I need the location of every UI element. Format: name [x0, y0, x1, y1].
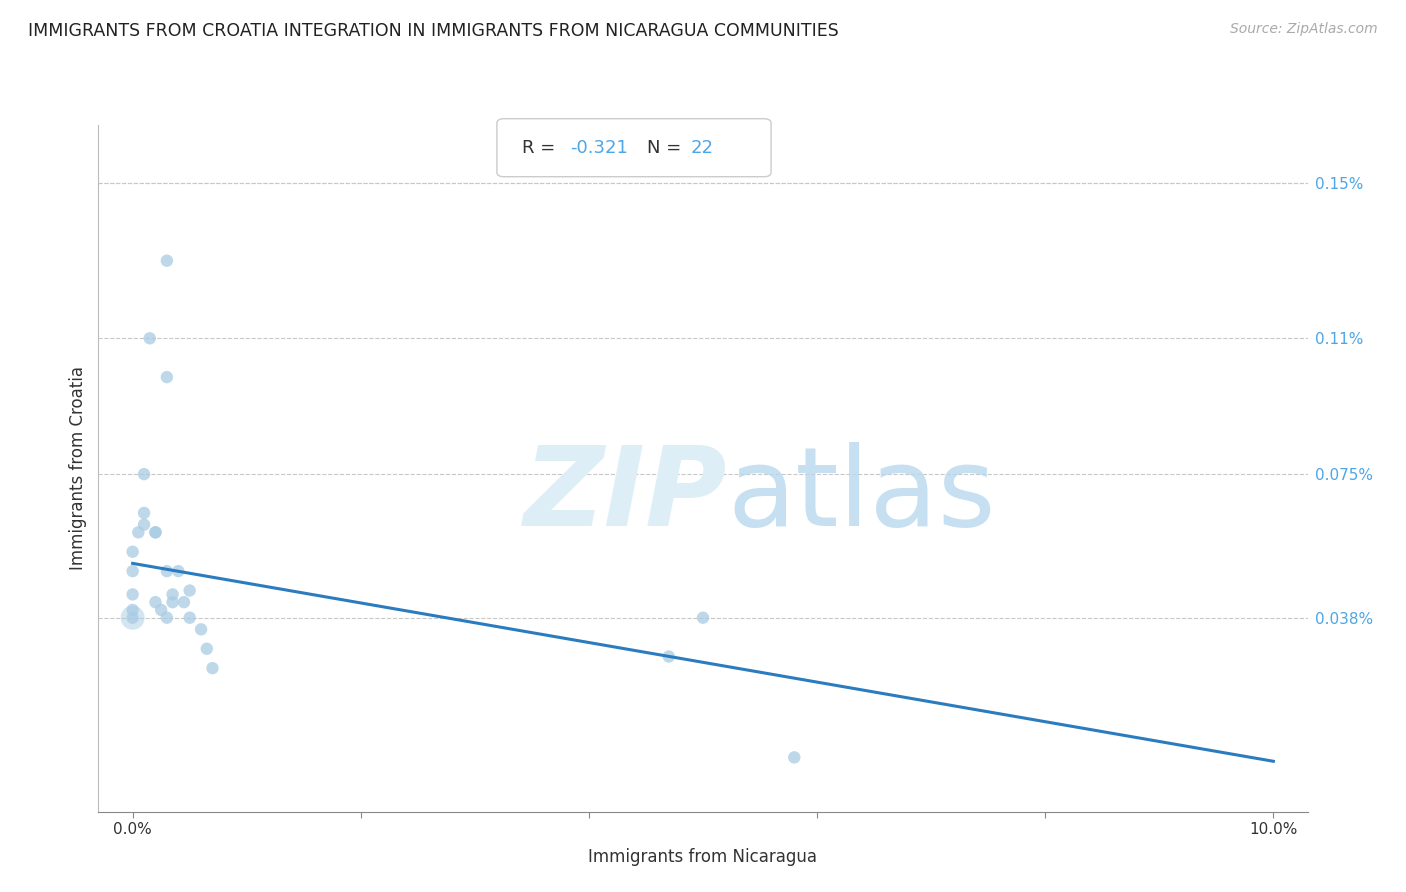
Point	[179, 610, 201, 624]
Text: -0.321: -0.321	[569, 139, 628, 157]
Point	[132, 517, 155, 532]
Text: 22: 22	[690, 139, 714, 157]
Point	[201, 661, 224, 675]
Point	[150, 603, 173, 617]
Point	[121, 610, 143, 624]
Point	[195, 641, 218, 656]
Point	[156, 610, 179, 624]
Point	[121, 564, 143, 578]
Point	[173, 595, 195, 609]
X-axis label: Immigrants from Nicaragua: Immigrants from Nicaragua	[589, 848, 817, 866]
Point	[658, 649, 681, 664]
Point	[132, 506, 155, 520]
Point	[167, 564, 190, 578]
Point	[145, 595, 167, 609]
Point	[156, 370, 179, 384]
Text: IMMIGRANTS FROM CROATIA INTEGRATION IN IMMIGRANTS FROM NICARAGUA COMMUNITIES: IMMIGRANTS FROM CROATIA INTEGRATION IN I…	[28, 22, 839, 40]
Text: N =: N =	[647, 139, 688, 157]
Point	[179, 583, 201, 598]
Text: ZIP: ZIP	[523, 442, 727, 549]
Point	[692, 610, 714, 624]
Point	[132, 467, 155, 482]
Point	[145, 525, 167, 540]
Point	[783, 750, 806, 764]
Point	[162, 595, 184, 609]
Y-axis label: Immigrants from Croatia: Immigrants from Croatia	[69, 367, 87, 570]
Point	[139, 331, 162, 345]
Point	[162, 587, 184, 601]
Point	[121, 545, 143, 559]
Text: atlas: atlas	[727, 442, 995, 549]
Point	[190, 623, 212, 637]
Point	[156, 564, 179, 578]
Point	[127, 525, 149, 540]
Point	[121, 587, 143, 601]
Text: Source: ZipAtlas.com: Source: ZipAtlas.com	[1230, 22, 1378, 37]
Point	[156, 253, 179, 268]
Text: R =: R =	[522, 139, 561, 157]
Point	[121, 610, 143, 624]
Point	[121, 603, 143, 617]
Point	[145, 525, 167, 540]
